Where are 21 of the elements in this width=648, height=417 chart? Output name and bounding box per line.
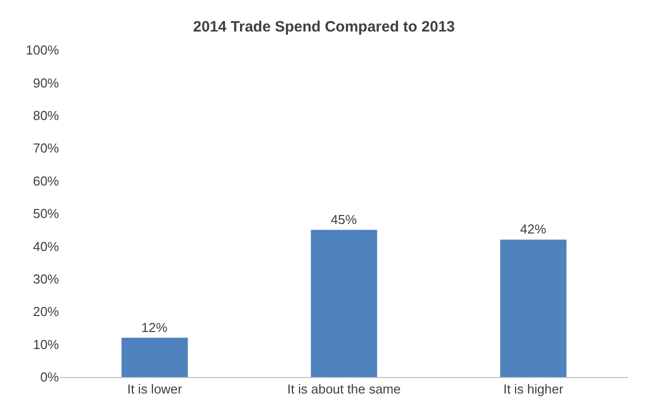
y-tick-label: 10% bbox=[32, 336, 60, 352]
data-label: 42% bbox=[520, 222, 547, 237]
y-tick-label: 80% bbox=[32, 108, 60, 123]
x-tick-label: It is about the same bbox=[287, 382, 401, 397]
data-label: 45% bbox=[330, 212, 358, 227]
y-tick-label: 90% bbox=[32, 75, 60, 90]
data-label: 12% bbox=[141, 320, 168, 335]
bar bbox=[122, 338, 188, 377]
y-tick-label: 30% bbox=[32, 271, 60, 286]
y-tick-label: 0% bbox=[40, 370, 60, 385]
bar bbox=[500, 240, 566, 377]
x-tick-label: It is higher bbox=[503, 382, 564, 397]
chart-title: 2014 Trade Spend Compared to 2013 bbox=[193, 18, 455, 36]
x-tick-label: It is lower bbox=[127, 382, 183, 397]
y-tick-label: 100% bbox=[26, 42, 60, 58]
y-tick-label: 50% bbox=[32, 206, 60, 222]
bar bbox=[310, 230, 378, 377]
y-tick-label: 20% bbox=[32, 304, 60, 320]
y-tick-label: 60% bbox=[32, 173, 60, 188]
y-tick-label: 70% bbox=[32, 140, 60, 156]
y-tick-label: 40% bbox=[32, 238, 60, 254]
